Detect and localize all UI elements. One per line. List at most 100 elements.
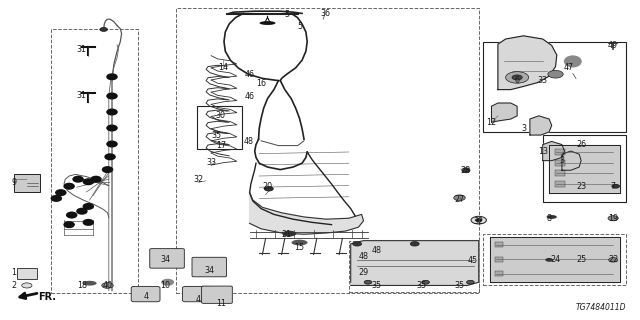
Polygon shape bbox=[543, 141, 564, 161]
Text: 3: 3 bbox=[559, 156, 564, 165]
Polygon shape bbox=[250, 193, 364, 234]
Bar bbox=[483, 42, 626, 132]
FancyBboxPatch shape bbox=[150, 249, 184, 268]
Polygon shape bbox=[490, 237, 620, 282]
FancyBboxPatch shape bbox=[495, 243, 503, 247]
Text: 33: 33 bbox=[206, 158, 216, 167]
Text: 49: 49 bbox=[608, 41, 618, 50]
Text: 35: 35 bbox=[371, 281, 381, 290]
Text: 21: 21 bbox=[282, 230, 292, 239]
Bar bbox=[197, 106, 242, 149]
Text: 24: 24 bbox=[550, 255, 561, 264]
Ellipse shape bbox=[547, 215, 557, 219]
Polygon shape bbox=[492, 103, 517, 122]
Ellipse shape bbox=[90, 176, 102, 183]
Ellipse shape bbox=[461, 167, 470, 173]
Ellipse shape bbox=[564, 55, 582, 68]
Circle shape bbox=[467, 280, 474, 284]
FancyBboxPatch shape bbox=[556, 171, 565, 176]
Text: 25: 25 bbox=[576, 255, 586, 264]
Circle shape bbox=[102, 283, 113, 288]
FancyBboxPatch shape bbox=[14, 174, 40, 192]
Text: 19: 19 bbox=[608, 214, 618, 223]
Ellipse shape bbox=[83, 203, 94, 210]
Ellipse shape bbox=[51, 195, 62, 202]
Text: 40: 40 bbox=[102, 281, 113, 290]
Text: 46: 46 bbox=[244, 70, 255, 79]
FancyBboxPatch shape bbox=[182, 286, 211, 302]
FancyBboxPatch shape bbox=[131, 286, 160, 302]
Circle shape bbox=[422, 280, 429, 284]
Circle shape bbox=[353, 242, 362, 246]
Text: 32: 32 bbox=[474, 217, 484, 226]
Circle shape bbox=[612, 184, 620, 188]
Ellipse shape bbox=[161, 279, 174, 286]
Text: 4: 4 bbox=[143, 292, 148, 301]
Text: 16: 16 bbox=[256, 79, 266, 88]
FancyBboxPatch shape bbox=[495, 257, 503, 262]
Text: FR.: FR. bbox=[38, 292, 56, 302]
Text: TG7484011D: TG7484011D bbox=[575, 303, 626, 312]
Ellipse shape bbox=[83, 178, 94, 185]
FancyBboxPatch shape bbox=[202, 286, 232, 303]
Ellipse shape bbox=[106, 108, 118, 116]
Text: 46: 46 bbox=[244, 92, 255, 101]
Ellipse shape bbox=[106, 73, 118, 80]
Text: 32: 32 bbox=[193, 175, 204, 184]
Polygon shape bbox=[351, 241, 479, 285]
Circle shape bbox=[410, 242, 419, 246]
Bar bbox=[349, 241, 479, 292]
Ellipse shape bbox=[76, 208, 88, 215]
Ellipse shape bbox=[63, 221, 75, 228]
Ellipse shape bbox=[63, 183, 75, 190]
Polygon shape bbox=[549, 145, 620, 193]
Ellipse shape bbox=[106, 124, 118, 132]
Ellipse shape bbox=[102, 166, 113, 173]
Text: 13: 13 bbox=[538, 147, 548, 156]
Text: 47: 47 bbox=[563, 63, 573, 72]
Text: 27: 27 bbox=[454, 195, 465, 204]
Text: 1: 1 bbox=[12, 268, 17, 277]
Text: 31: 31 bbox=[77, 45, 87, 54]
Bar bbox=[51, 29, 138, 293]
Circle shape bbox=[264, 187, 273, 191]
Text: 28: 28 bbox=[461, 166, 471, 175]
Circle shape bbox=[608, 216, 618, 221]
Circle shape bbox=[100, 28, 108, 31]
Text: 29: 29 bbox=[358, 268, 369, 277]
FancyBboxPatch shape bbox=[495, 271, 503, 276]
Polygon shape bbox=[530, 116, 552, 135]
FancyBboxPatch shape bbox=[556, 160, 565, 165]
Text: 35: 35 bbox=[454, 281, 465, 290]
Circle shape bbox=[476, 219, 482, 222]
Ellipse shape bbox=[106, 140, 118, 148]
Ellipse shape bbox=[55, 189, 67, 196]
Text: 18: 18 bbox=[77, 281, 87, 290]
Text: 30: 30 bbox=[216, 111, 226, 120]
Ellipse shape bbox=[66, 212, 77, 219]
Text: 48: 48 bbox=[371, 246, 381, 255]
Text: 48: 48 bbox=[358, 252, 369, 261]
Text: 4: 4 bbox=[196, 295, 201, 304]
Text: 31: 31 bbox=[77, 92, 87, 100]
Text: 5: 5 bbox=[284, 10, 289, 19]
Ellipse shape bbox=[106, 92, 118, 100]
Text: 22: 22 bbox=[608, 255, 618, 264]
FancyBboxPatch shape bbox=[556, 181, 565, 187]
Text: 15: 15 bbox=[294, 243, 305, 252]
Circle shape bbox=[22, 283, 32, 288]
Ellipse shape bbox=[83, 219, 94, 226]
Ellipse shape bbox=[292, 240, 308, 245]
Circle shape bbox=[548, 70, 563, 78]
Text: 26: 26 bbox=[576, 140, 586, 149]
Text: 35: 35 bbox=[416, 281, 426, 290]
Text: 5: 5 bbox=[297, 22, 302, 31]
Polygon shape bbox=[562, 151, 581, 170]
Text: 20: 20 bbox=[262, 182, 273, 191]
Bar bbox=[543, 135, 626, 202]
FancyBboxPatch shape bbox=[17, 268, 37, 279]
Ellipse shape bbox=[104, 153, 116, 160]
FancyBboxPatch shape bbox=[556, 149, 565, 155]
Text: 34: 34 bbox=[160, 255, 170, 264]
Ellipse shape bbox=[545, 258, 553, 262]
